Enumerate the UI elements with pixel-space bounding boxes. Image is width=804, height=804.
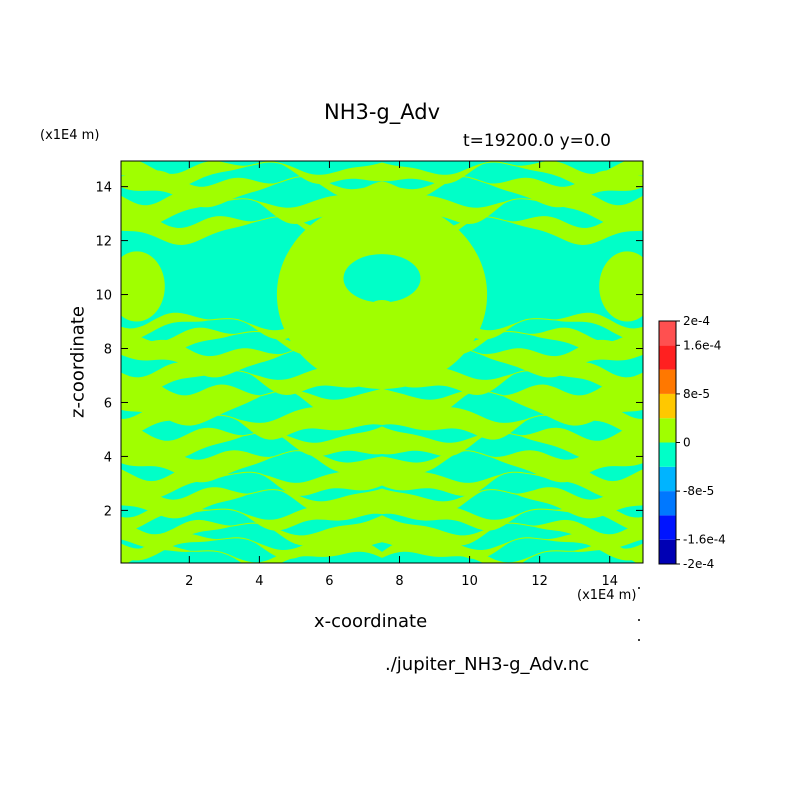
colorbar-segment (659, 442, 676, 467)
marker-dot (638, 587, 640, 589)
x-tick-label: 10 (461, 574, 478, 589)
positive-band (121, 459, 643, 499)
y-tick-label: 10 (95, 289, 112, 304)
colorbar-label: -8e-5 (683, 484, 714, 498)
z-unit-label: (x1E4 m) (40, 128, 100, 143)
colorbar-label: 0 (683, 436, 691, 450)
edge-positive-lobe (599, 251, 643, 322)
chart-subtitle: t=19200.0 y=0.0 (463, 131, 611, 151)
positive-band (121, 161, 643, 189)
colorbar-label: 2e-4 (683, 314, 710, 328)
source-filename: ./jupiter_NH3-g_Adv.nc (385, 654, 590, 675)
x-unit-label: (x1E4 m) (577, 588, 637, 603)
marker-dot (638, 639, 640, 641)
colorbar-label: -1.6e-4 (683, 533, 726, 547)
colorbar: 2e-4 1.6e-4 8e-5 0 -8e-5 -1.6e-4 -2e-4 (658, 314, 726, 571)
x-tick-label: 2 (185, 574, 193, 589)
plot-frame (120, 160, 644, 564)
colorbar-segment (659, 321, 676, 346)
colorbar-segment (659, 418, 676, 443)
marker-dot (638, 619, 640, 621)
x-tick-label: 14 (601, 574, 618, 589)
chart-title: NH3-g_Adv (323, 100, 441, 124)
colorbar-label: 8e-5 (683, 387, 710, 401)
positive-band (121, 483, 643, 519)
positive-band (121, 378, 643, 426)
x-tick-label: 6 (325, 574, 333, 589)
x-tick-label: 8 (395, 574, 403, 589)
positive-band (121, 495, 643, 532)
heatmap-field (121, 161, 643, 563)
y-tick-label: 8 (104, 343, 112, 358)
colorbar-segment (659, 393, 676, 419)
colorbar-segment (659, 515, 676, 540)
positive-band (121, 515, 643, 549)
central-negative-pocket (343, 254, 421, 303)
central-positive-core (364, 299, 400, 333)
colorbar-segment (659, 345, 676, 370)
positive-band (121, 443, 643, 483)
y-tick-label: 12 (95, 235, 112, 250)
positive-band (121, 424, 643, 462)
y-tick-label: 6 (104, 396, 112, 411)
colorbar-label: 1.6e-4 (683, 338, 721, 352)
colorbar-label: -2e-4 (683, 557, 714, 571)
y-tick-label: 4 (104, 450, 112, 465)
edge-positive-lobe (121, 251, 165, 322)
colorbar-segment (659, 491, 676, 516)
y-tick-label: 14 (95, 181, 112, 196)
colorbar-segment (659, 369, 676, 394)
x-tick-label: 12 (531, 574, 548, 589)
x-tick-label: 4 (255, 574, 263, 589)
axes: 2 4 6 8 10 12 14 2 4 6 8 10 12 14 (95, 160, 644, 641)
colorbar-segment (659, 466, 676, 492)
x-axis-label: x-coordinate (314, 611, 428, 632)
positive-band (121, 170, 643, 208)
colorbar-segment (659, 539, 676, 564)
y-tick-label: 2 (104, 504, 112, 519)
